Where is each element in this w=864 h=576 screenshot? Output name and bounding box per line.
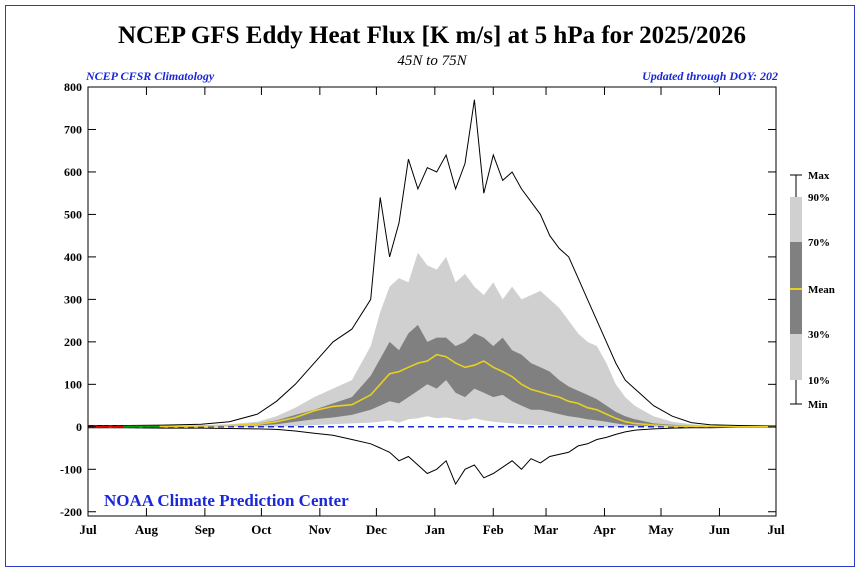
- y-tick-label: 300: [64, 292, 82, 306]
- x-tick-label: Feb: [483, 522, 504, 537]
- legend-label-p90: 90%: [808, 192, 830, 204]
- band-30-70: [88, 324, 776, 427]
- x-tick-label: May: [648, 522, 674, 537]
- x-tick-label: Jul: [79, 522, 97, 537]
- legend-label-p70: 70%: [808, 237, 830, 249]
- y-tick-label: -100: [60, 462, 82, 476]
- series-current-green: [123, 425, 160, 429]
- x-tick-label: Apr: [593, 522, 616, 537]
- y-tick-label: 500: [64, 207, 82, 221]
- series-max: [88, 99, 777, 427]
- y-tick-label: -200: [60, 505, 82, 519]
- x-tick-label: Aug: [135, 522, 159, 537]
- chart-title: NCEP GFS Eddy Heat Flux [K m/s] at 5 hPa…: [117, 22, 747, 49]
- y-tick-label: 400: [64, 250, 82, 264]
- series-mean: [88, 353, 776, 428]
- y-tick-label: 100: [64, 377, 82, 391]
- x-tick-label: Jan: [425, 522, 446, 537]
- x-tick-label: Jul: [767, 522, 785, 537]
- y-tick-label: 200: [64, 335, 82, 349]
- climatology-note: NCEP CFSR Climatology: [86, 69, 215, 83]
- legend-label-min: Min: [808, 399, 828, 411]
- x-tick-label: Nov: [309, 522, 332, 537]
- x-tick-label: Mar: [534, 522, 559, 537]
- legend-label-mean: Mean: [808, 284, 835, 296]
- legend-label-p10: 10%: [808, 375, 830, 387]
- y-tick-label: 700: [64, 122, 82, 136]
- series-current-red: [87, 424, 125, 429]
- x-tick-label: Oct: [251, 522, 272, 537]
- plot-area: [87, 86, 777, 517]
- legend-label-max: Max: [808, 170, 830, 182]
- y-tick-label: 600: [64, 165, 82, 179]
- legend-label-p30: 30%: [808, 329, 830, 341]
- series-min: [88, 426, 776, 486]
- x-tick-label: Jun: [709, 522, 731, 537]
- update-note: Updated through DOY: 202: [642, 69, 778, 83]
- y-tick-label: 800: [64, 80, 82, 94]
- figure-frame: [5, 5, 855, 567]
- y-tick-label: 0: [76, 420, 82, 434]
- chart-subtitle: 45N to 75N: [397, 53, 467, 69]
- x-tick-label: Sep: [195, 522, 215, 537]
- credit-label: NOAA Climate Prediction Center: [104, 491, 349, 510]
- x-tick-label: Dec: [366, 522, 387, 537]
